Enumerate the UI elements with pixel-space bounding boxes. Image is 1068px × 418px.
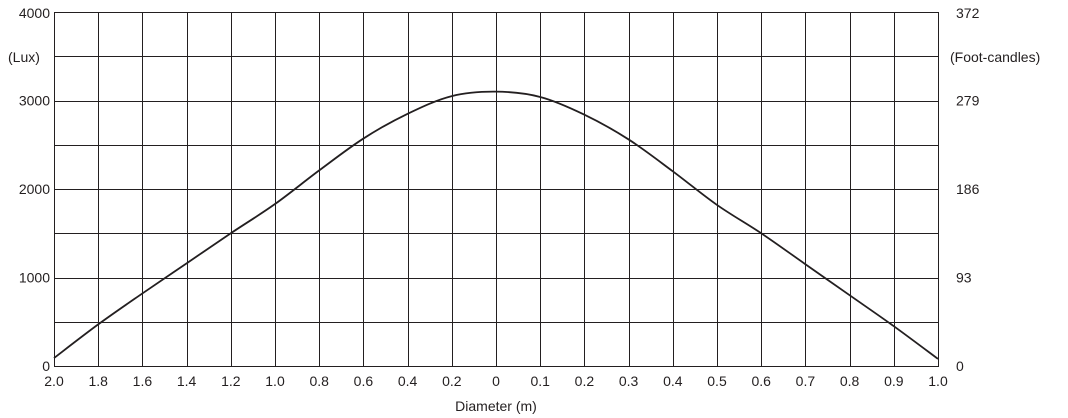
y-tick-label-right: 186 <box>956 181 980 197</box>
illuminance-curve <box>53 90 939 360</box>
x-tick-label: 0.8 <box>309 373 329 389</box>
x-tick-label: 0.1 <box>530 373 550 389</box>
grid <box>54 12 939 367</box>
y-tick-label-right: 93 <box>956 270 972 286</box>
x-tick-label: 1.8 <box>88 373 108 389</box>
x-tick-label: 0.3 <box>619 373 639 389</box>
x-axis-label: Diameter (m) <box>455 398 537 414</box>
y-tick-label-right: 279 <box>956 93 980 109</box>
x-tick-label: 0.6 <box>751 373 771 389</box>
y-axis-label-left: (Lux) <box>8 49 40 65</box>
y-tick-label-left: 1000 <box>19 270 50 286</box>
x-tick-label: 0.2 <box>442 373 462 389</box>
x-tick-label: 0.6 <box>354 373 374 389</box>
plot-frame <box>54 12 939 367</box>
x-tick-label: 1.4 <box>177 373 197 389</box>
y-tick-labels-right: 0 93 186 279 372 <box>956 5 980 374</box>
y-tick-label-right: 0 <box>956 358 964 374</box>
y-tick-label-left: 4000 <box>19 5 50 21</box>
x-tick-label: 0.4 <box>663 373 683 389</box>
y-tick-labels-left: 0 1000 2000 3000 4000 <box>19 5 50 374</box>
y-tick-label-left: 0 <box>42 358 50 374</box>
x-tick-label: 1.6 <box>133 373 153 389</box>
x-tick-label: 0.8 <box>840 373 860 389</box>
y-tick-label-left: 2000 <box>19 181 50 197</box>
x-tick-label: 0.2 <box>575 373 595 389</box>
y-tick-label-right: 372 <box>956 5 980 21</box>
x-tick-label: 1.0 <box>265 373 285 389</box>
y-axis-label-right: (Foot-candles) <box>950 49 1040 65</box>
x-tick-label: 0.5 <box>707 373 727 389</box>
x-tick-label: 0.4 <box>398 373 418 389</box>
x-tick-label: 0.9 <box>884 373 904 389</box>
y-tick-label-left: 3000 <box>19 93 50 109</box>
x-tick-label: 0 <box>492 373 500 389</box>
x-tick-label: 0.7 <box>796 373 816 389</box>
x-tick-label: 1.2 <box>221 373 241 389</box>
x-tick-label: 2.0 <box>44 373 64 389</box>
x-tick-labels: 2.0 1.8 1.6 1.4 1.2 1.0 0.8 0.6 0.4 0.2 0 0.1 0.2 0.3… <box>44 373 948 389</box>
x-tick-label: 1.0 <box>928 373 948 389</box>
